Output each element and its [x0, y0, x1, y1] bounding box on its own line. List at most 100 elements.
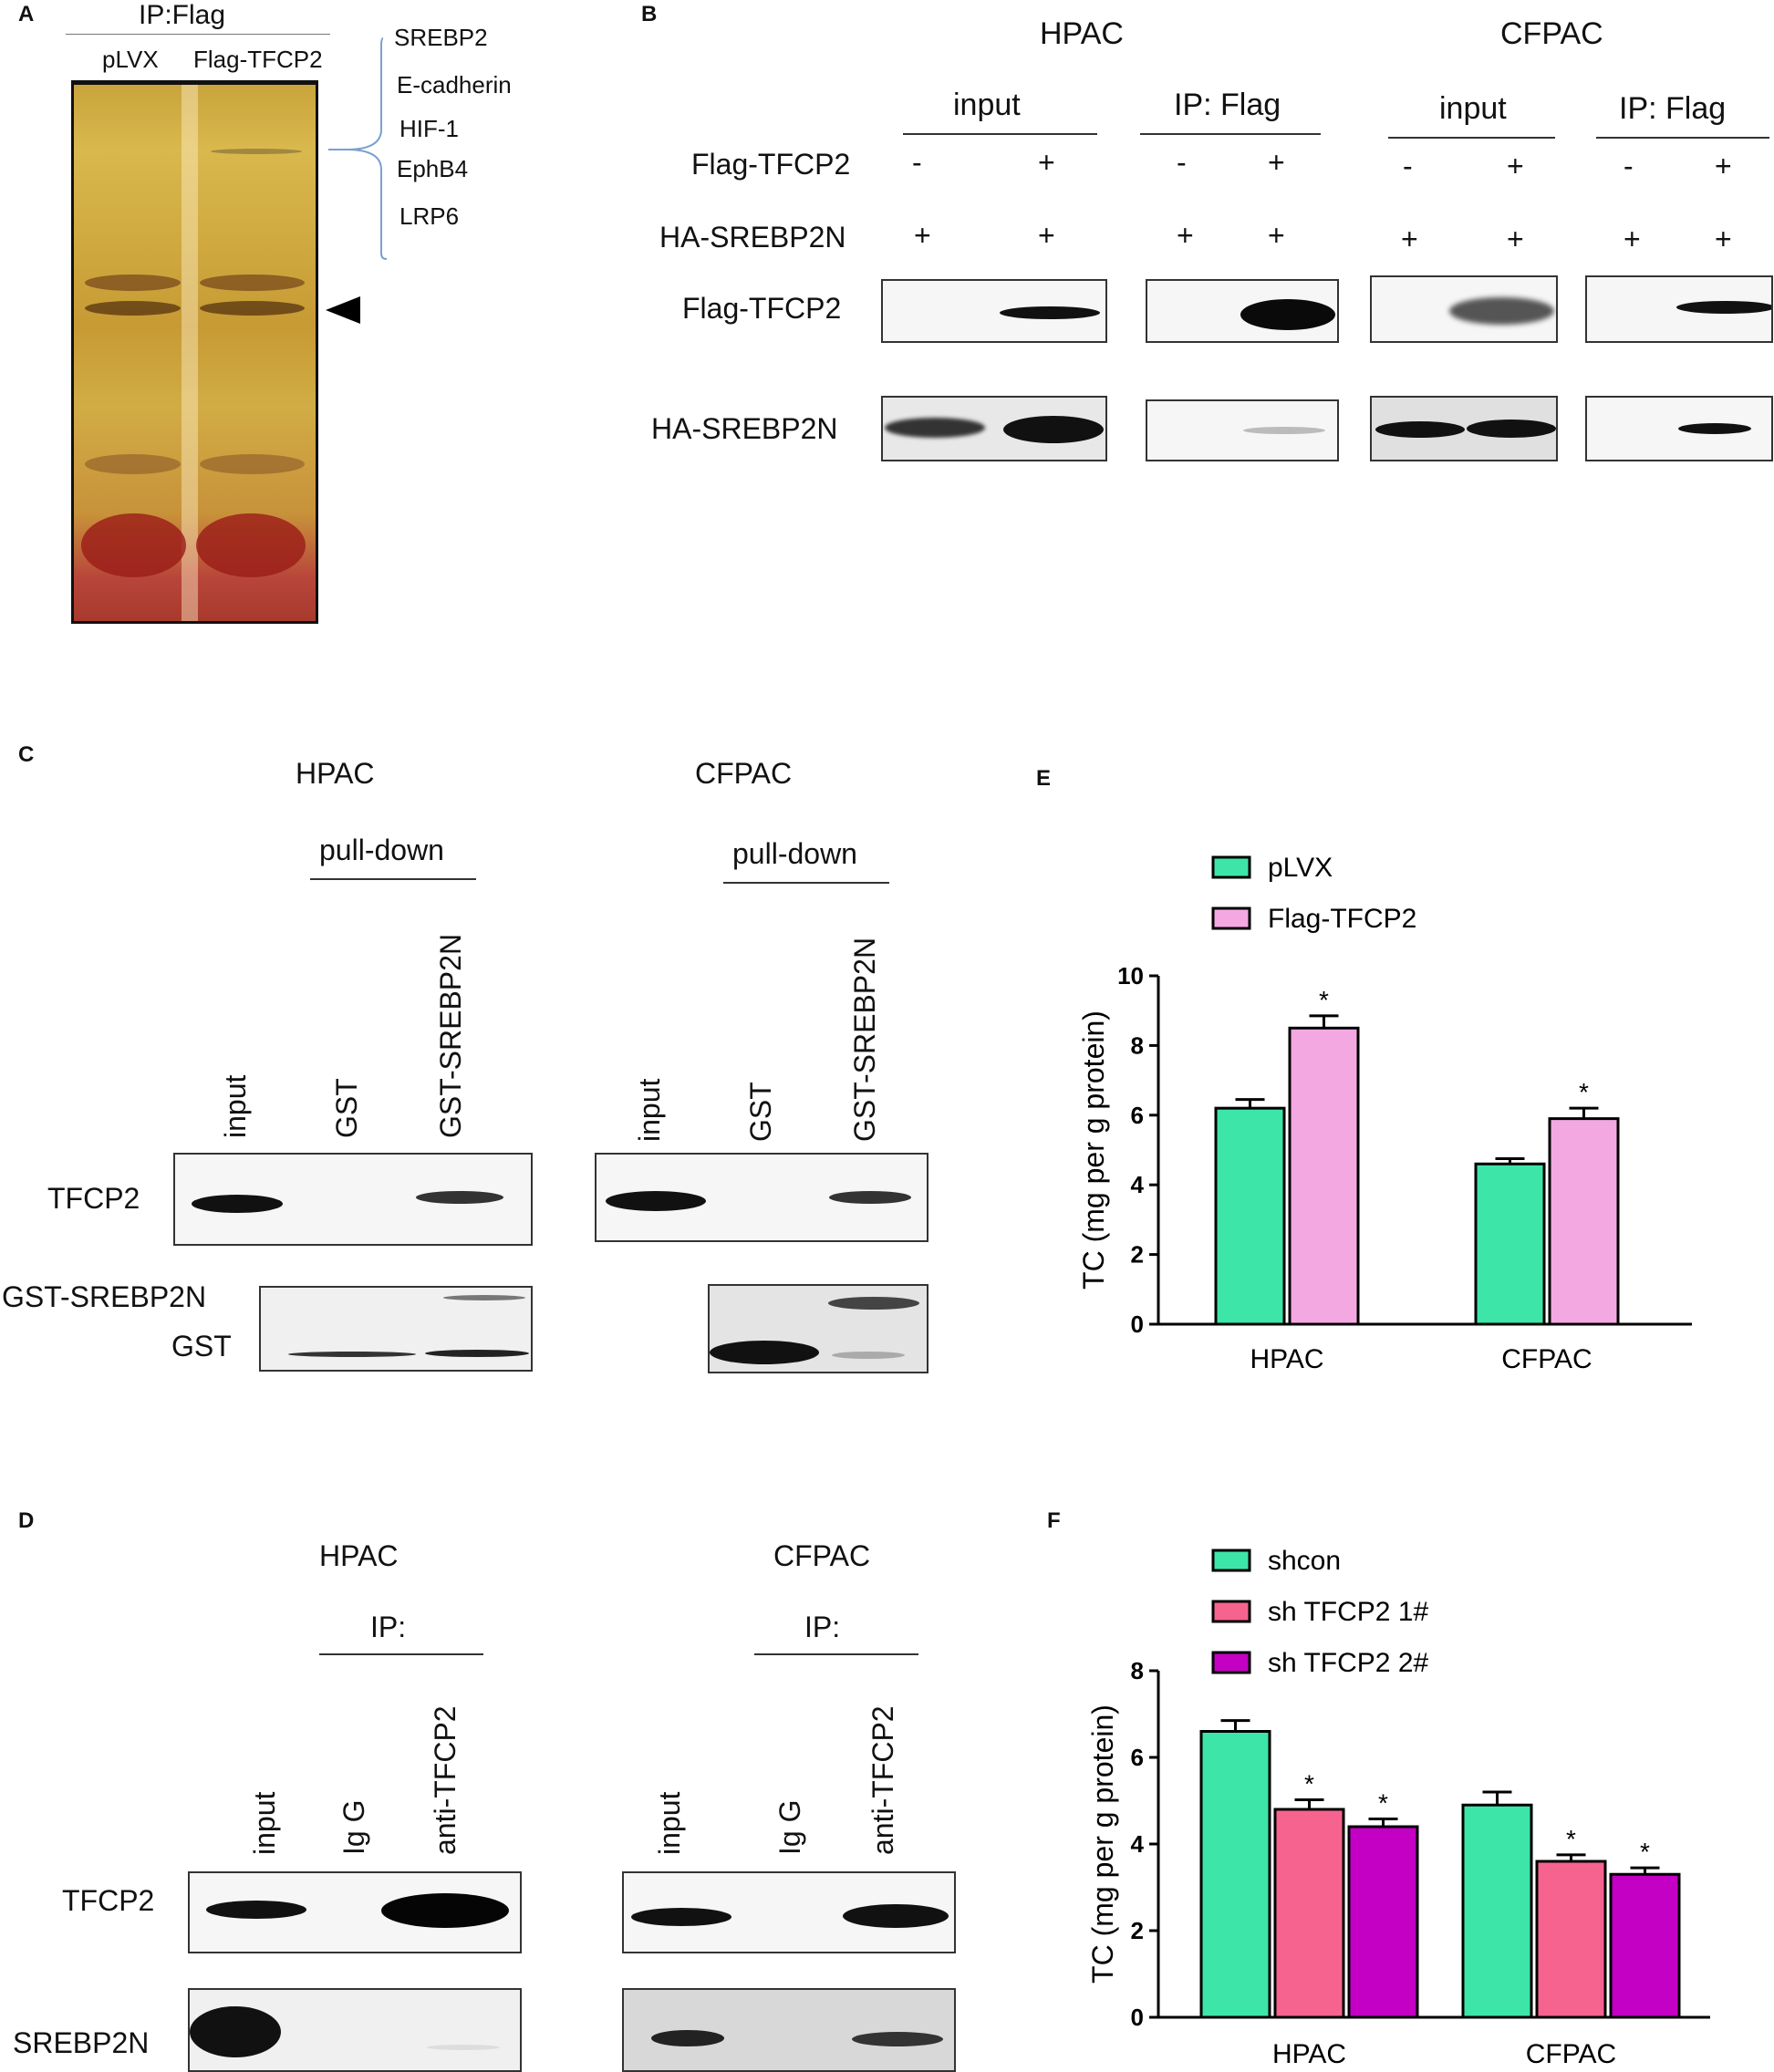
protein-e-cadherin: E-cadherin: [397, 71, 512, 98]
panel-b-label: B: [641, 2, 658, 26]
panel-d-label: D: [18, 1508, 35, 1533]
blot-c-gst-cfpac: [708, 1284, 928, 1373]
panel-d-cell-hpac: HPAC: [319, 1539, 399, 1572]
y-tick-label-f: 0: [1131, 2004, 1144, 2031]
legend-label-f-1: sh TFCP2 1#: [1268, 1597, 1429, 1627]
panel-a-title-rule: [66, 34, 330, 35]
arrowhead-icon: [326, 296, 360, 324]
blot-c-tfcp2-hpac: [173, 1153, 533, 1246]
sign: +: [1507, 223, 1524, 255]
row-label-srebp2n: SREBP2N: [13, 2026, 150, 2059]
significance-marker-f: *: [1640, 1838, 1650, 1866]
blot-d-tfcp2-cfpac: [622, 1871, 956, 1953]
panel-d-cell-cfpac: CFPAC: [773, 1539, 871, 1572]
lane-anti-tfcp2: anti-TFCP2: [866, 1705, 899, 1855]
blot-d-srebp2n-cfpac: [622, 1988, 956, 2072]
bar-e-hpac-1: [1288, 1026, 1360, 1326]
y-tick-label-e: 0: [1131, 1311, 1144, 1338]
significance-marker-f: *: [1378, 1788, 1388, 1817]
protein-hif-1: HIF-1: [399, 115, 459, 142]
y-tick-label-e: 2: [1131, 1241, 1144, 1269]
category-label-e-hpac: HPAC: [1250, 1344, 1323, 1374]
panel-c-cell-hpac: HPAC: [296, 757, 375, 790]
lane-input: input: [248, 1791, 281, 1855]
row-label-flag-tfcp2: Flag-TFCP2: [691, 148, 851, 181]
panel-c-label: C: [18, 742, 35, 767]
bar-f-cfpac-0: [1461, 1803, 1533, 2019]
sign: +: [1177, 219, 1194, 252]
blot-b-ha-4: [1585, 396, 1773, 461]
sign: +: [1038, 146, 1055, 179]
legend-label-f-2: sh TFCP2 2#: [1268, 1648, 1429, 1678]
y-tick-label-e: 10: [1117, 962, 1144, 989]
panel-b-cell-hpac: HPAC: [1040, 16, 1124, 51]
y-tick-label-e: 6: [1131, 1102, 1144, 1129]
chart-f: shcon sh TFCP2 1# sh TFCP2 2# 0 2 4 6 8 TC (mg p…: [1086, 1546, 1710, 2069]
blot-d-srebp2n-hpac: [188, 1988, 522, 2072]
panel-b-rule: [903, 133, 1097, 135]
panel-f-label: F: [1047, 1508, 1061, 1533]
lane-input: input: [219, 1074, 252, 1138]
sign: +: [1715, 150, 1732, 182]
significance-marker-f: *: [1304, 1770, 1314, 1798]
sign: -: [912, 146, 922, 179]
significance-marker-e: *: [1319, 986, 1329, 1014]
lane-igg: Ig G: [773, 1799, 806, 1855]
panel-b-group-4: IP: Flag: [1619, 91, 1727, 126]
blot-b-ha-2: [1146, 399, 1339, 461]
legend-swatch-f-0: [1211, 1549, 1251, 1572]
sign: +: [1268, 219, 1285, 252]
lane-gst-srebp2n: GST-SREBP2N: [848, 937, 881, 1142]
sign: +: [1401, 223, 1418, 255]
significance-marker-e: *: [1579, 1078, 1589, 1106]
row-label-tfcp2: TFCP2: [62, 1884, 155, 1917]
panel-a-lane-2: Flag-TFCP2: [193, 46, 323, 73]
lane-gst: GST: [744, 1082, 777, 1142]
legend-swatch-e-0: [1211, 855, 1251, 879]
row-label-ha-srebp2n: HA-SREBP2N: [659, 221, 846, 254]
bar-e-cfpac-0: [1474, 1162, 1546, 1326]
panel-c-header-1: pull-down: [319, 834, 444, 866]
blot-b-ha-3: [1370, 396, 1558, 461]
chart-e: pLVX Flag-TFCP2 0 2 4 6 8 10 TC (mg per g protei…: [1077, 853, 1692, 1374]
panel-b-rule: [1596, 137, 1769, 139]
bar-f-hpac-2: [1347, 1825, 1419, 2019]
legend-swatch-f-1: [1211, 1600, 1251, 1623]
legend-label-e-0: pLVX: [1268, 853, 1333, 883]
y-tick-label-e: 4: [1131, 1171, 1145, 1198]
sign: +: [1624, 223, 1641, 255]
lane-gst: GST: [330, 1078, 363, 1138]
panel-c-cell-cfpac: CFPAC: [695, 757, 793, 790]
panel-b-cell-cfpac: CFPAC: [1500, 16, 1603, 51]
sign: +: [1507, 150, 1524, 182]
bar-e-cfpac-1: [1548, 1117, 1620, 1326]
panel-a-label: A: [18, 2, 35, 26]
sign: +: [1715, 223, 1732, 255]
lane-input: input: [653, 1791, 686, 1855]
sign: -: [1403, 150, 1413, 182]
blot-b-flag-2: [1146, 279, 1339, 343]
panel-a-lane-1: pLVX: [102, 46, 159, 73]
panel-b-rule: [1140, 133, 1321, 135]
blot-b-ha-1: [881, 396, 1107, 461]
lane-gst-srebp2n: GST-SREBP2N: [434, 933, 467, 1138]
sign: -: [1624, 150, 1634, 182]
panel-b-group-3: input: [1439, 91, 1507, 126]
blot-d-tfcp2-hpac: [188, 1871, 522, 1953]
silver-stained-gel: [71, 80, 318, 624]
panel-b-group-1: input: [953, 88, 1021, 122]
bar-e-hpac-0: [1214, 1106, 1286, 1326]
lane-input: input: [633, 1078, 666, 1142]
lane-igg: Ig G: [337, 1799, 370, 1855]
bar-f-hpac-0: [1199, 1730, 1271, 2019]
sign: +: [1268, 146, 1285, 179]
blot-b-flag-1: [881, 279, 1107, 343]
sign: +: [914, 219, 931, 252]
panel-d-rule: [754, 1653, 918, 1655]
blot-label-flag-tfcp2: Flag-TFCP2: [682, 292, 842, 325]
panel-c-header-2: pull-down: [732, 837, 857, 870]
y-tick-label-e: 8: [1131, 1031, 1144, 1059]
legend-swatch-f-2: [1211, 1651, 1251, 1674]
y-tick-label-f: 6: [1131, 1744, 1144, 1771]
